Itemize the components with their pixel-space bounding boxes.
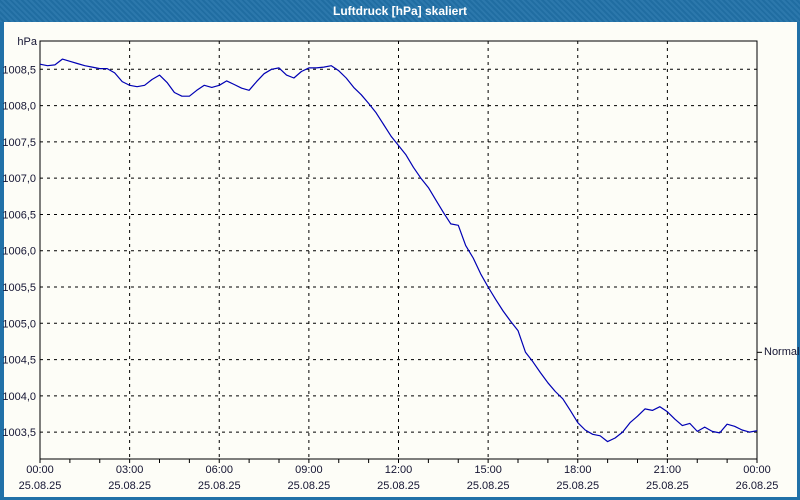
normal-marker-label: Normal bbox=[764, 346, 800, 358]
window-title: Luftdruck [hPa] skaliert bbox=[332, 4, 468, 18]
chart-area bbox=[4, 22, 797, 497]
y-axis-unit-label: hPa bbox=[17, 36, 37, 48]
titlebar[interactable]: Luftdruck [hPa] skaliert bbox=[0, 0, 800, 22]
